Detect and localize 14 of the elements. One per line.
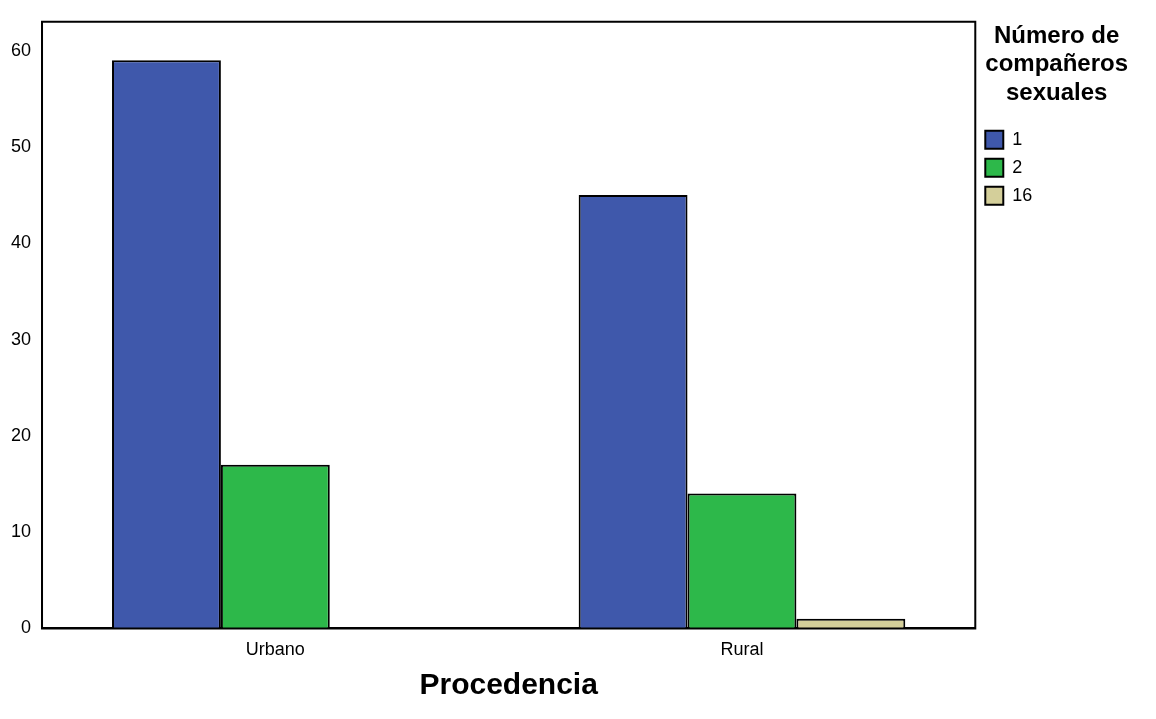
y-tick-label: 60 [10, 39, 32, 60]
legend-label: 2 [1012, 156, 1023, 177]
y-tick-label: 30 [10, 328, 32, 349]
legend-title: Número de compañeros sexuales [985, 20, 1128, 106]
x-axis-title: Procedencia [419, 667, 599, 701]
y-tick-label: 50 [10, 135, 32, 156]
x-tick-label: Rural [720, 639, 764, 660]
y-tick-label: 0 [21, 617, 32, 638]
legend-label: 1 [1012, 128, 1023, 149]
y-tick-label: 10 [10, 521, 32, 542]
x-tick-label: Urbano [245, 639, 305, 660]
y-tick-label: 40 [10, 232, 32, 253]
legend-label: 16 [1012, 184, 1033, 205]
y-tick-label: 20 [10, 424, 32, 445]
